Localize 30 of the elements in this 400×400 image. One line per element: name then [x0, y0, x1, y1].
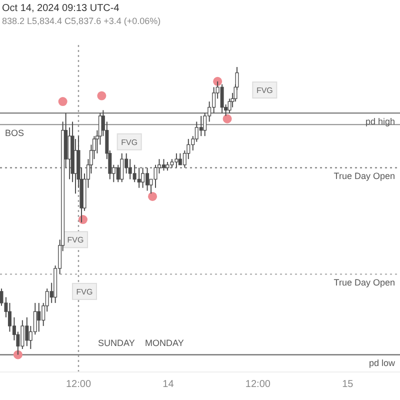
point	[13, 350, 22, 360]
x-tick-label: 14	[162, 379, 174, 390]
candlestick	[162, 158, 166, 172]
candlestick	[141, 167, 145, 188]
annotation: FVG	[121, 138, 138, 147]
point	[58, 97, 68, 106]
candlestick	[120, 152, 124, 183]
ref-line-label: True Day Open	[334, 171, 395, 182]
x-tick-label: 12:00	[245, 379, 271, 390]
ref-line-label: True Day Open	[334, 278, 395, 288]
candlestick	[220, 84, 224, 114]
text: Oct 14, 2024 09:13 UTC-4	[2, 2, 120, 15]
annotation: FVG	[76, 287, 93, 296]
point	[222, 114, 232, 124]
candlestick	[199, 115, 203, 137]
point	[97, 91, 106, 100]
x-tick-label: 12:00	[66, 379, 92, 390]
point	[148, 192, 158, 201]
text: 838.2 L5,834.4 C5,837.6 +3.4 (+0.06%)	[2, 15, 162, 28]
annotation: FVG	[256, 86, 273, 96]
point	[213, 76, 222, 86]
annotation: SUNDAY	[98, 338, 135, 348]
ref-line-label: pd high	[365, 116, 395, 126]
candlestick	[37, 302, 41, 332]
ref-line-label: pd low	[368, 358, 396, 368]
x-tick-label: 15	[342, 379, 354, 390]
annotation: FVG	[67, 236, 84, 245]
candlestick	[137, 167, 141, 188]
annotation: MONDAY	[145, 338, 184, 348]
ref-line-label: BOS	[5, 128, 24, 138]
